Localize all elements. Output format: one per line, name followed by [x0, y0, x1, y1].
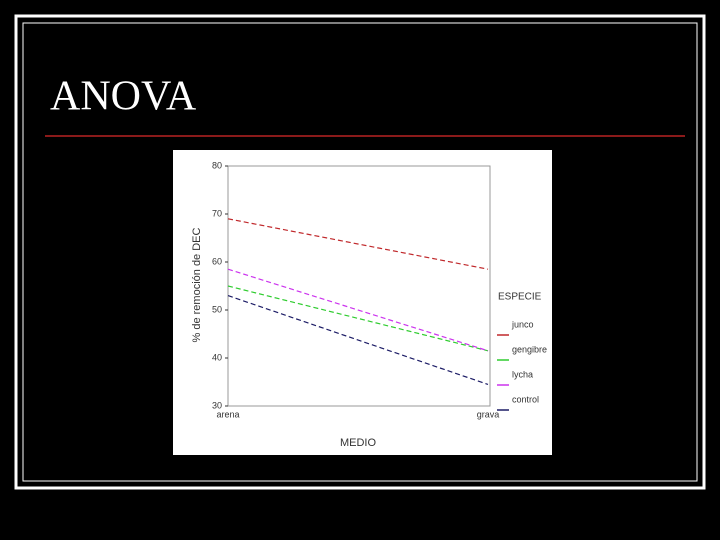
series-line: [227, 295, 489, 385]
x-tick-label: grava: [477, 409, 500, 419]
y-tick-label: 50: [212, 304, 222, 314]
y-tick-label: 70: [212, 208, 222, 218]
series-line: [227, 268, 489, 352]
legend-label: lycha: [512, 369, 533, 379]
legend-title: ESPECIE: [498, 292, 542, 303]
x-axis-label: MEDIO: [340, 437, 377, 449]
x-tick-label: arena: [216, 409, 239, 419]
slide-title: ANOVA: [50, 74, 197, 120]
frame-inner: [22, 22, 698, 482]
legend-label: gengibre: [512, 344, 547, 354]
y-tick-label: 40: [212, 352, 222, 362]
series-line: [227, 218, 489, 270]
legend-label: junco: [511, 319, 534, 329]
chart-panel: [173, 150, 552, 455]
frame-outer: [14, 14, 706, 490]
series-line: [227, 285, 489, 352]
y-tick-label: 80: [212, 160, 222, 170]
y-tick-label: 30: [212, 400, 222, 410]
y-axis-label: % de remoción de DEC: [191, 227, 203, 342]
legend-label: control: [512, 394, 539, 404]
y-tick-label: 60: [212, 256, 222, 266]
